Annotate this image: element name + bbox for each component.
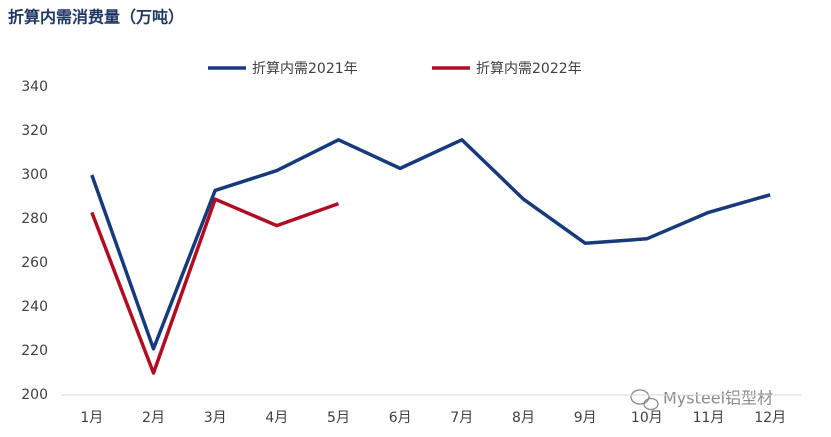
x-tick-label: 11月	[693, 410, 725, 426]
x-tick-label: 12月	[754, 410, 786, 426]
y-tick-label: 320	[21, 123, 48, 139]
x-tick-label: 9月	[574, 410, 597, 426]
series-line	[90, 197, 340, 375]
legend-label: 折算内需2021年	[252, 61, 358, 77]
y-tick-label: 240	[21, 299, 48, 315]
x-tick-label: 6月	[389, 410, 412, 426]
x-tick-label: 2月	[142, 410, 165, 426]
x-tick-label: 8月	[512, 410, 535, 426]
x-tick-label: 7月	[450, 410, 473, 426]
watermark-icon	[630, 389, 659, 411]
y-tick-label: 300	[21, 167, 48, 183]
y-tick-label: 340	[21, 79, 48, 95]
watermark: Mysteel铝型材	[663, 389, 773, 408]
x-tick-label: 1月	[80, 410, 103, 426]
y-tick-label: 220	[21, 343, 48, 359]
x-tick-label: 5月	[327, 410, 350, 426]
x-tick-label: 3月	[204, 410, 227, 426]
series-line	[90, 138, 771, 351]
y-tick-label: 280	[21, 211, 48, 227]
y-tick-label: 260	[21, 255, 48, 271]
y-tick-label: 200	[21, 387, 48, 403]
x-tick-label: 10月	[631, 410, 663, 426]
chart-title: 折算内需消费量（万吨）	[8, 8, 184, 27]
legend-label: 折算内需2022年	[476, 61, 582, 77]
x-tick-label: 4月	[265, 410, 288, 426]
